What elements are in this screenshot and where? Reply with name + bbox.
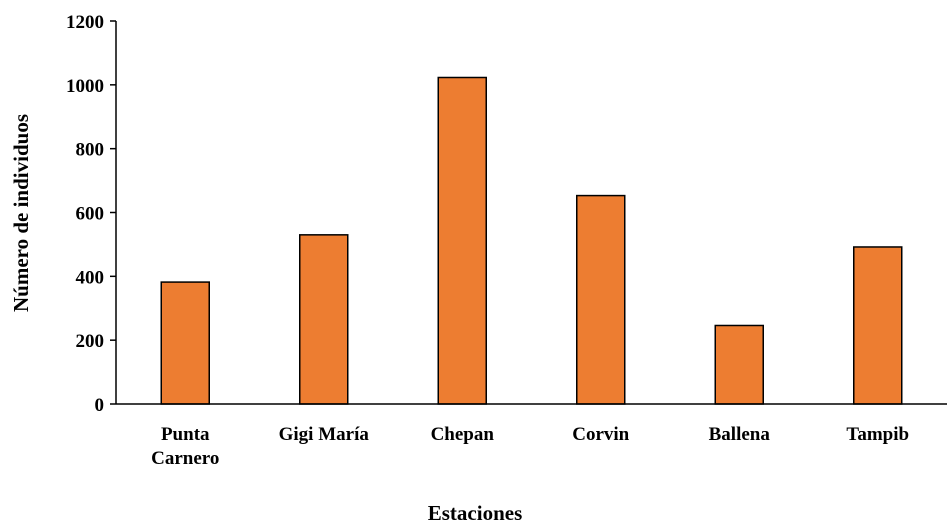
y-tick-label: 0 [95,395,105,416]
x-axis-category-labels: Punta Carnero Gigi María Chepan Corvin Ballen… [151,424,909,469]
y-tick-label: 1000 [66,76,104,97]
y-tick-label: 800 [76,140,105,161]
x-axis-title: Estaciones [428,501,523,525]
bar [853,246,903,405]
x-category-label: Chepan [431,424,495,445]
y-axis-title: Número de individuos [9,114,33,312]
y-tick-label: 1200 [66,12,104,33]
y-tick-label: 400 [76,267,105,288]
bar [714,324,764,405]
bar [437,76,487,405]
bar [299,234,349,405]
bar [576,194,626,405]
x-category-label: Gigi María [279,424,370,445]
x-category-label: Tampib [846,424,909,445]
bar [160,281,210,405]
x-category-label: Corvin [572,424,629,445]
y-tick-label: 200 [76,331,105,352]
bars [160,76,903,405]
x-category-label: Ballena [709,424,771,445]
y-axis-ticks: 0 200 400 600 800 1000 1200 [66,12,116,416]
y-tick-label: 600 [76,204,105,225]
x-category-label: Punta Carnero [151,424,219,469]
